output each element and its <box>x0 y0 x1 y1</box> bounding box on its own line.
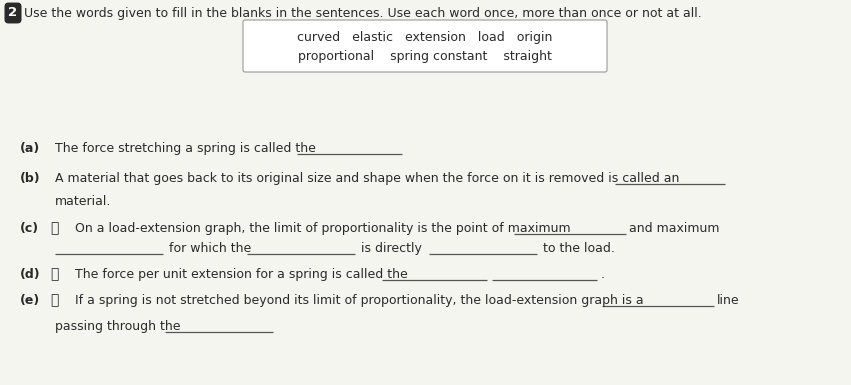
Text: 2: 2 <box>9 7 18 20</box>
Text: line: line <box>717 294 740 307</box>
Text: (c): (c) <box>20 222 39 235</box>
Text: curved   elastic   extension   load   origin: curved elastic extension load origin <box>297 31 552 44</box>
Text: The force stretching a spring is called the: The force stretching a spring is called … <box>55 142 320 155</box>
Text: (a): (a) <box>20 142 40 155</box>
Text: is directly: is directly <box>357 242 426 255</box>
Text: for which the: for which the <box>165 242 255 255</box>
Text: (b): (b) <box>20 172 41 185</box>
Text: Ⓢ: Ⓢ <box>50 267 59 281</box>
Text: passing through the: passing through the <box>55 320 185 333</box>
Text: On a load-extension graph, the limit of proportionality is the point of maximum: On a load-extension graph, the limit of … <box>75 222 574 235</box>
Text: Ⓢ: Ⓢ <box>50 293 59 307</box>
Text: proportional    spring constant    straight: proportional spring constant straight <box>298 50 552 63</box>
Text: (e): (e) <box>20 294 40 307</box>
Text: and maximum: and maximum <box>629 222 720 235</box>
Text: .: . <box>601 268 604 281</box>
Text: If a spring is not stretched beyond its limit of proportionality, the load-exten: If a spring is not stretched beyond its … <box>75 294 648 307</box>
Text: Use the words given to fill in the blanks in the sentences. Use each word once, : Use the words given to fill in the blank… <box>24 7 702 20</box>
Text: The force per unit extension for a spring is called the: The force per unit extension for a sprin… <box>75 268 412 281</box>
FancyBboxPatch shape <box>243 20 607 72</box>
Text: to the load.: to the load. <box>539 242 614 255</box>
Text: Ⓢ: Ⓢ <box>50 221 59 235</box>
Text: (d): (d) <box>20 268 41 281</box>
Text: A material that goes back to its original size and shape when the force on it is: A material that goes back to its origina… <box>55 172 683 185</box>
Text: material.: material. <box>55 195 111 208</box>
